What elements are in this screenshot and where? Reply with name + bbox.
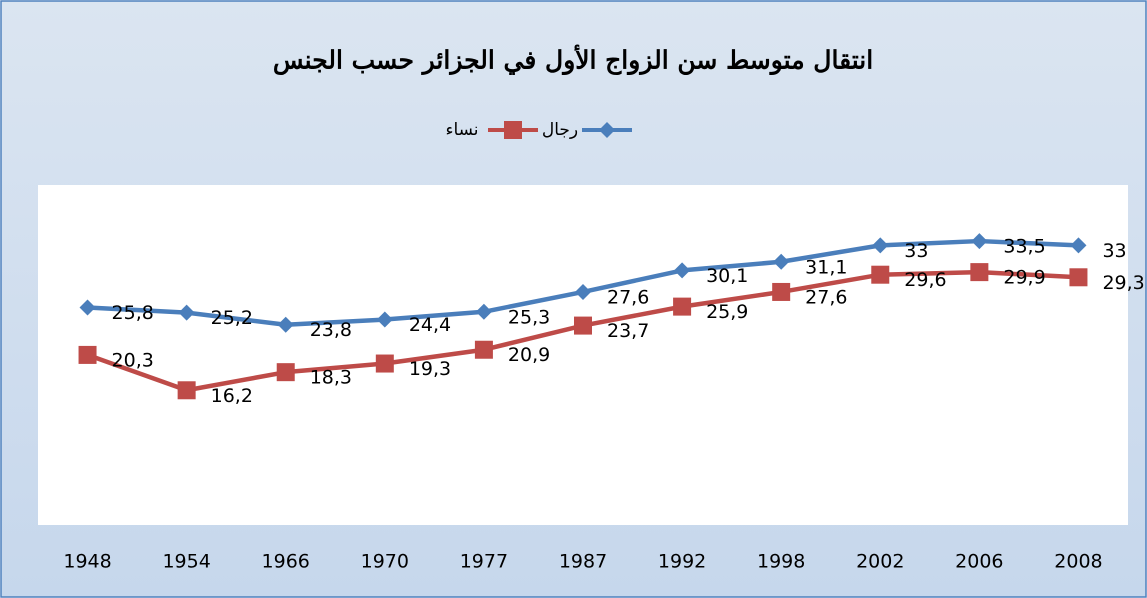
data-point: [276, 363, 295, 382]
legend-marker: [504, 121, 522, 139]
data-point: [177, 381, 196, 400]
data-label: 18,3: [310, 367, 352, 389]
x-tick-label: 1998: [757, 551, 805, 573]
data-point: [575, 283, 591, 300]
data-point: [178, 304, 195, 321]
legend-label: نساء: [445, 120, 478, 140]
data-label: 31,1: [805, 256, 847, 278]
data-label: 33: [1102, 240, 1126, 262]
x-tick-label: 1970: [361, 551, 409, 573]
chart-title: انتقال متوسط سن الزواج الأول في الجزائر …: [273, 43, 873, 76]
data-label: 27,6: [805, 286, 847, 308]
data-point: [1069, 268, 1088, 287]
x-tick-label: 2008: [1054, 551, 1102, 573]
data-label: 20,3: [112, 349, 154, 371]
data-point: [1070, 237, 1087, 254]
legend: نساء رجال: [445, 120, 632, 140]
legend-label: رجال: [542, 120, 578, 140]
plot-area: [38, 185, 1128, 525]
data-label: 19,3: [409, 358, 451, 380]
data-point: [872, 237, 889, 254]
data-label: 20,9: [508, 344, 550, 366]
data-label: 25,3: [508, 306, 550, 328]
x-tick-label: 2002: [856, 551, 904, 573]
x-tick-label: 1992: [658, 551, 706, 573]
data-point: [971, 233, 988, 250]
x-tick-label: 1948: [63, 551, 111, 573]
data-label: 16,2: [211, 385, 253, 407]
data-label: 29,9: [1003, 267, 1045, 289]
data-label: 29,6: [904, 269, 946, 291]
data-point: [79, 299, 96, 316]
data-point: [78, 345, 97, 364]
data-label: 33: [904, 240, 928, 262]
data-point: [574, 316, 592, 335]
x-tick-label: 1987: [559, 551, 607, 573]
data-label: 30,1: [706, 265, 748, 287]
data-label: 27,6: [607, 286, 649, 308]
data-label: 29,3: [1102, 272, 1144, 294]
data-label: 25,8: [112, 302, 154, 324]
data-point: [773, 253, 790, 270]
data-label: 25,9: [706, 301, 748, 323]
data-label: 23,8: [310, 319, 352, 341]
data-point: [674, 262, 691, 279]
data-label: 25,2: [211, 307, 253, 329]
x-tick-label: 2006: [955, 551, 1003, 573]
data-label: 23,7: [607, 320, 649, 342]
data-point: [376, 311, 393, 328]
x-tick-label: 1966: [262, 551, 310, 573]
data-point: [474, 340, 493, 359]
legend-marker: [599, 122, 615, 138]
data-point: [970, 263, 989, 282]
data-label: 33,5: [1003, 236, 1045, 258]
x-tick-label: 1954: [162, 551, 210, 573]
data-point: [871, 265, 890, 284]
x-tick-label: 1977: [460, 551, 508, 573]
data-point: [772, 282, 791, 301]
data-point: [277, 316, 294, 333]
data-point: [673, 297, 692, 316]
data-label: 24,4: [409, 314, 451, 336]
data-point: [475, 303, 492, 320]
data-point: [375, 354, 394, 373]
